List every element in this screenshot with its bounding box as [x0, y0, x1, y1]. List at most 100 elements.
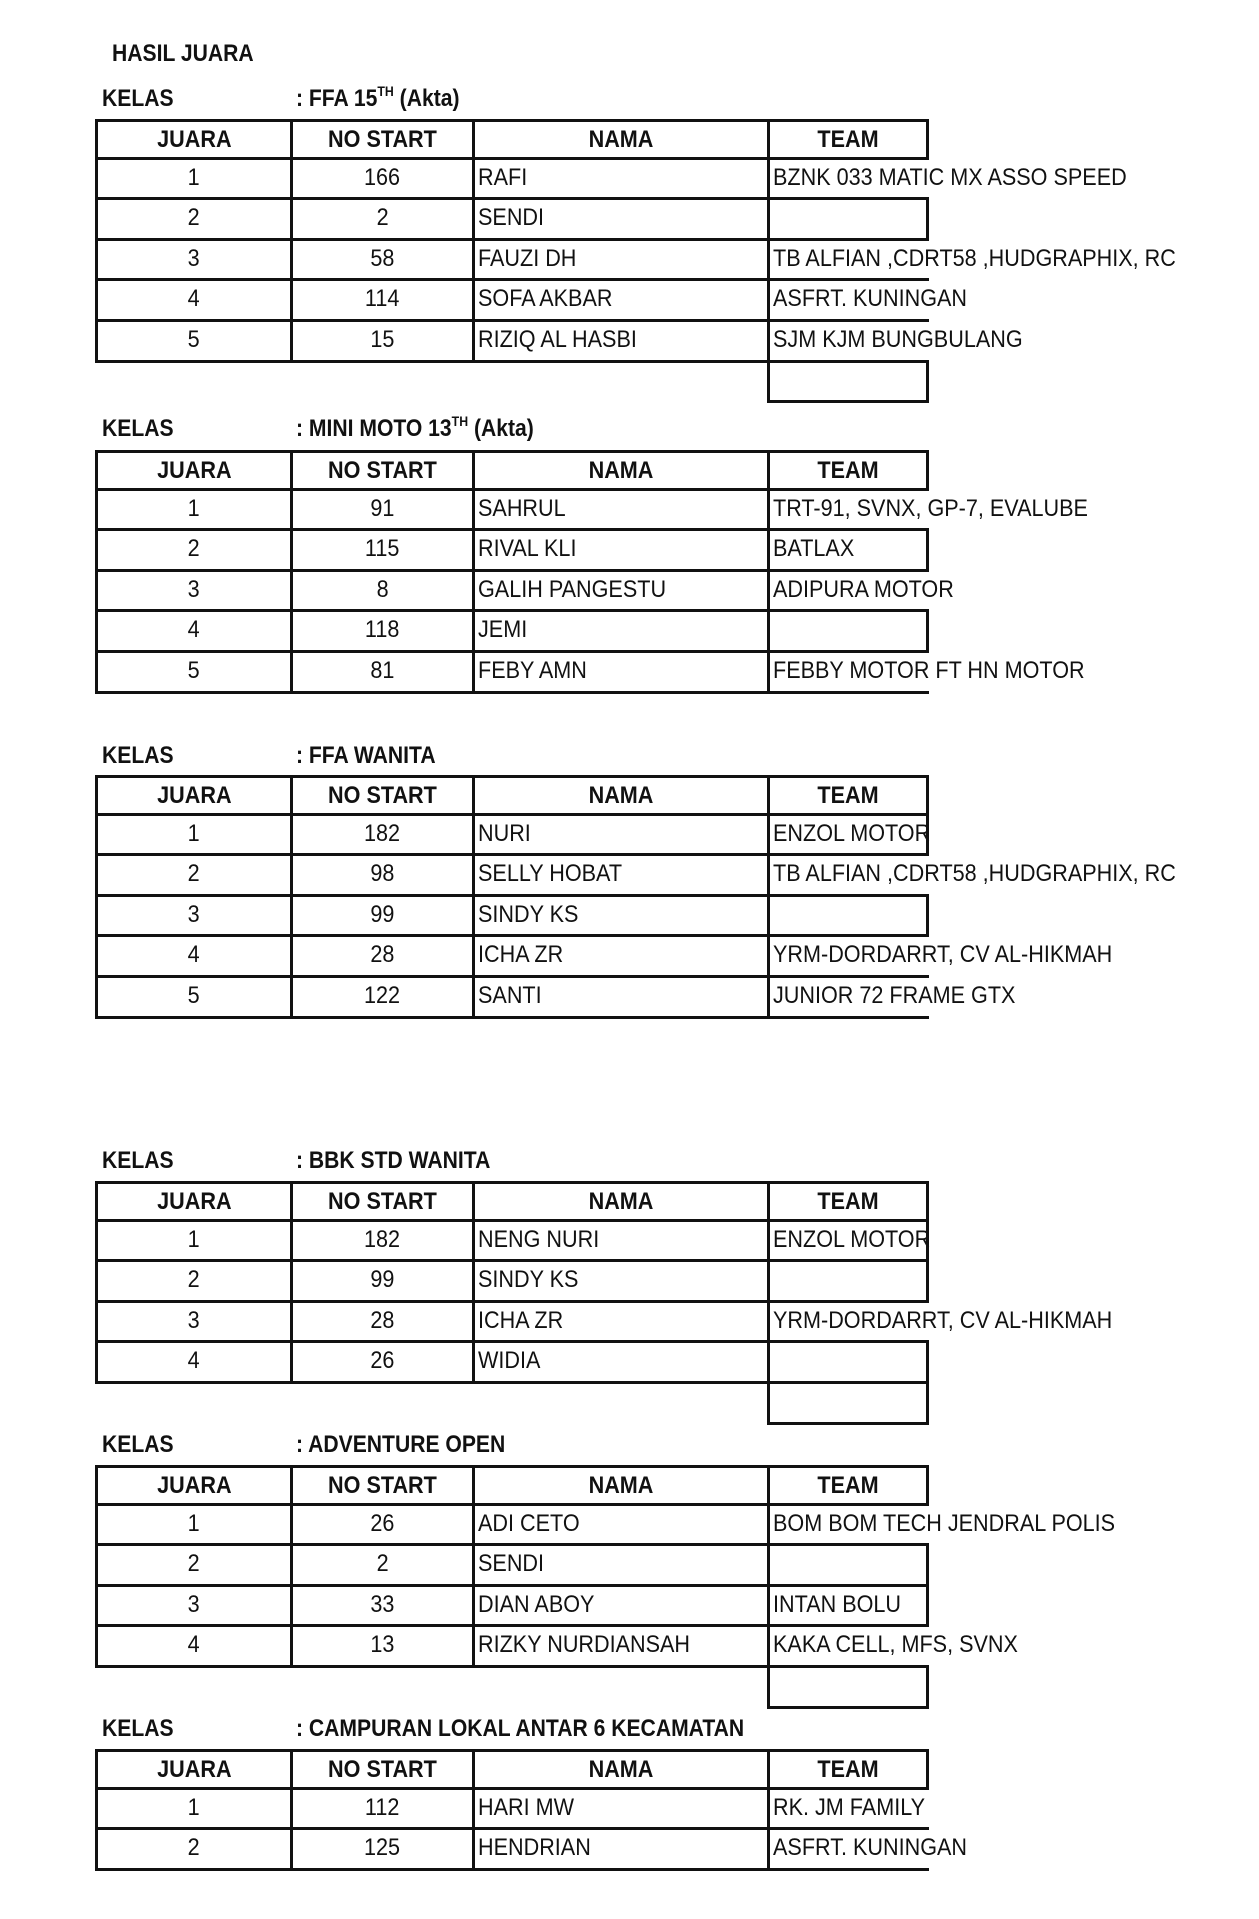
no-start-value: 115	[365, 535, 400, 563]
no-start-value: 125	[364, 1834, 401, 1862]
juara-value: 3	[187, 1306, 201, 1334]
table-row: 2 2 SENDI	[95, 1546, 1255, 1587]
team-value: YRM-DORDARRT, CV AL-HIKMAH	[773, 1306, 1113, 1334]
table-header: JUARA NO START NAMA TEAM	[95, 450, 1255, 491]
cell-nama: HARI MW	[472, 1789, 767, 1831]
kelas-line: KELAS : MINI MOTO 13TH (Akta)	[102, 414, 1202, 444]
juara-value: 4	[187, 941, 201, 969]
team-value: JUNIOR 72 FRAME GTX	[773, 981, 1016, 1009]
cell-team: YRM-DORDARRT, CV AL-HIKMAH	[767, 937, 1112, 978]
cell-no-start: 2	[290, 1546, 472, 1587]
juara-value: 5	[187, 981, 201, 1009]
table-row: 2 125 HENDRIAN ASFRT. KUNINGAN	[95, 1830, 1255, 1871]
kelas-label: KELAS	[102, 415, 174, 442]
header-juara: JUARA	[95, 775, 290, 816]
table-row: 1 182 NURI ENZOL MOTOR	[95, 815, 1255, 857]
cell-team: INTAN BOLU	[767, 1586, 929, 1628]
juara-value: 1	[187, 163, 201, 191]
table-row: 2 98 SELLY HOBAT TB ALFIAN ,CDRT58 ,HUDGRAP…	[95, 856, 1255, 897]
kelas-superscript: TH	[377, 83, 394, 99]
no-start-value: 122	[364, 981, 401, 1009]
header-label: NAMA	[588, 1472, 654, 1499]
table-header: JUARA NO START NAMA TEAM	[95, 1181, 1255, 1222]
juara-value: 3	[187, 244, 201, 272]
cell-juara: 5	[95, 652, 290, 694]
juara-value: 1	[187, 1509, 201, 1537]
nama-value: RIZIQ AL HASBI	[478, 325, 637, 353]
nama-value: SANTI	[478, 981, 542, 1009]
juara-value: 1	[187, 494, 201, 522]
cell-juara: 4	[95, 937, 290, 978]
cell-juara: 4	[95, 612, 290, 653]
cell-team: KAKA CELL, MFS, SVNX	[767, 1627, 1018, 1668]
header-label: NO START	[328, 457, 437, 484]
nama-value: RIZKY NURDIANSAH	[478, 1631, 691, 1659]
cell-team: TB ALFIAN ,CDRT58 ,HUDGRAPHIX, RC	[767, 240, 1176, 282]
no-start-value: 28	[370, 941, 395, 969]
kelas-name: : BBK STD WANITA	[296, 1147, 491, 1174]
nama-value: RAFI	[478, 163, 528, 191]
header-juara: JUARA	[95, 450, 290, 491]
nama-value: JEMI	[478, 616, 528, 644]
juara-value: 2	[187, 860, 201, 888]
results-table: JUARA NO START NAMA TEAM 1 112 HARI MW RK. JM F…	[95, 1749, 1255, 1871]
empty-team-cell	[767, 1383, 929, 1425]
header-team: TEAM	[767, 1749, 929, 1790]
nama-value: NURI	[478, 819, 531, 847]
juara-value: 2	[187, 1266, 201, 1294]
cell-no-start: 98	[290, 856, 472, 897]
juara-value: 4	[187, 616, 201, 644]
team-value: RK. JM FAMILY	[773, 1793, 926, 1821]
cell-nama: ICHA ZR	[472, 937, 767, 978]
header-label: NAMA	[588, 457, 654, 484]
nama-value: GALIH PANGESTU	[478, 575, 667, 603]
kelas-label: KELAS	[102, 85, 174, 112]
table-row: 2 115 RIVAL KLI BATLAX	[95, 531, 1255, 572]
kelas-value: : BBK STD WANITA	[296, 1146, 490, 1176]
no-start-value: 81	[370, 656, 395, 684]
kelas-value: : FFA 15TH (Akta)	[296, 84, 460, 114]
cell-juara: 3	[95, 896, 290, 938]
table-row: 2 2 SENDI	[95, 200, 1255, 241]
team-value: ASFRT. KUNINGAN	[773, 1834, 968, 1862]
cell-team	[767, 1546, 929, 1587]
cell-team: TB ALFIAN ,CDRT58 ,HUDGRAPHIX, RC	[767, 856, 1176, 897]
kelas-line: KELAS: CAMPURAN LOKAL ANTAR 6 KECAMATAN	[102, 1714, 1202, 1744]
nama-value: ICHA ZR	[478, 1306, 564, 1334]
team-value: BATLAX	[773, 535, 855, 563]
empty-team-cell	[767, 1667, 929, 1709]
no-start-value: 99	[370, 900, 395, 928]
results-table: JUARA NO START NAMA TEAM 1 91 SAHRUL TRT-91, SV…	[95, 450, 1255, 694]
team-value: INTAN BOLU	[773, 1590, 902, 1618]
team-value: SJM KJM BUNGBULANG	[773, 325, 1023, 353]
cell-juara: 2	[95, 531, 290, 572]
cell-nama: HENDRIAN	[472, 1830, 767, 1871]
team-value: ASFRT. KUNINGAN	[773, 285, 968, 313]
kelas-superscript: TH	[451, 413, 469, 429]
table-row: 3 99 SINDY KS	[95, 896, 1255, 938]
cell-no-start: 99	[290, 896, 472, 938]
kelas-suffix: (Akta)	[468, 415, 534, 442]
results-table: JUARA NO START NAMA TEAM 1 166 RAFI BZNK 033 MA…	[95, 119, 1255, 404]
kelas-value: : MINI MOTO 13TH (Akta)	[296, 414, 534, 444]
header-label: NAMA	[588, 126, 654, 153]
table-header: JUARA NO START NAMA TEAM	[95, 1749, 1255, 1790]
cell-no-start: 125	[290, 1830, 472, 1871]
no-start-value: 26	[370, 1509, 395, 1537]
header-nama: NAMA	[472, 1465, 767, 1506]
table-row: 1 112 HARI MW RK. JM FAMILY	[95, 1789, 1255, 1831]
no-start-value: 166	[364, 163, 401, 191]
cell-team: BATLAX	[767, 531, 929, 572]
juara-value: 1	[187, 1225, 201, 1253]
header-label: TEAM	[817, 1188, 879, 1215]
cell-nama: RIVAL KLI	[472, 531, 767, 572]
cell-nama: RIZKY NURDIANSAH	[472, 1627, 767, 1668]
no-start-value: 26	[370, 1347, 395, 1375]
header-label: NO START	[328, 126, 437, 153]
kelas-line: KELAS: ADVENTURE OPEN	[102, 1430, 1202, 1460]
header-label: NO START	[328, 782, 437, 809]
no-start-value: 99	[370, 1266, 395, 1294]
juara-value: 3	[187, 1590, 201, 1618]
kelas-line: KELAS : FFA 15TH (Akta)	[102, 84, 1202, 114]
cell-nama: GALIH PANGESTU	[472, 571, 767, 613]
